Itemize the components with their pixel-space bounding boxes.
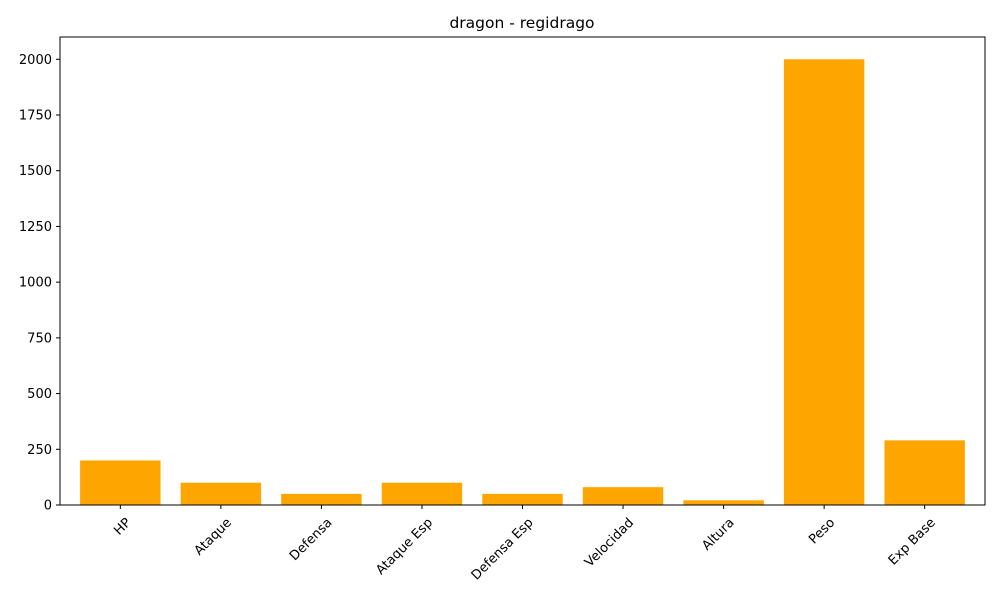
bar [80, 460, 161, 505]
chart-title: dragon - regidrago [449, 14, 594, 32]
bars-layer [80, 59, 965, 505]
x-tick-label: Ataque [192, 515, 235, 558]
x-tick-label: Exp Base [886, 515, 939, 568]
bar [180, 482, 262, 505]
y-tick-label: 0 [44, 499, 52, 514]
y-tick-label: 2000 [19, 53, 52, 68]
y-tick-label: 1750 [19, 109, 52, 124]
bar [683, 500, 764, 505]
y-tick-label: 250 [27, 443, 52, 458]
bar [783, 59, 865, 505]
y-tick-label: 1000 [19, 276, 52, 291]
bar [482, 493, 563, 505]
x-tick-label: HP [111, 515, 134, 538]
x-tick-label: Peso [806, 515, 838, 547]
bar [884, 440, 965, 505]
y-tick-label: 1250 [19, 220, 52, 235]
y-tick-label: 500 [27, 387, 52, 402]
bar [582, 487, 664, 505]
bar [381, 482, 463, 505]
x-tick-label: Velocidad [582, 515, 637, 570]
x-tick-label: Ataque Esp [373, 515, 436, 578]
x-tick-label: Defensa Esp [469, 515, 537, 583]
y-tick-label: 750 [27, 331, 52, 346]
y-tick-label: 1500 [19, 164, 52, 179]
x-tick-label: Altura [699, 515, 737, 553]
x-tick-label: Defensa [287, 515, 335, 563]
bar [281, 493, 362, 505]
